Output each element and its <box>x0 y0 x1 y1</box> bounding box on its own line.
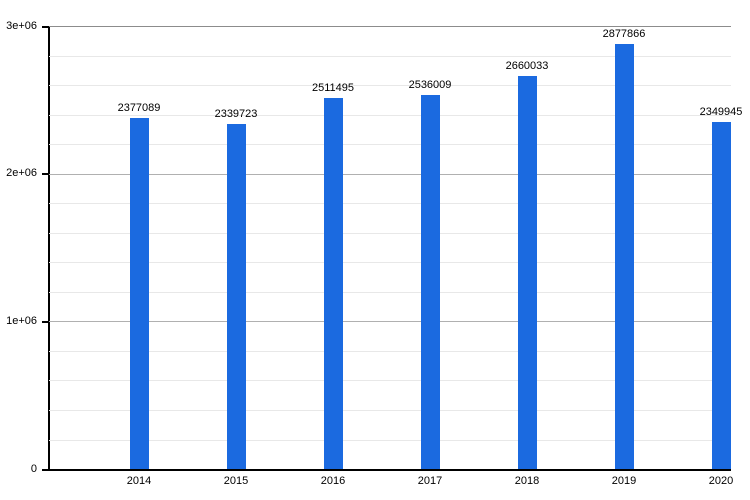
bar-2016 <box>323 98 343 469</box>
x-axis-label-2019: 2019 <box>611 475 637 487</box>
bar-value-label: 2377089 <box>117 102 161 114</box>
x-axis-label-2016: 2016 <box>320 475 346 487</box>
bar-value-label: 2660033 <box>505 60 549 73</box>
x-axis-line <box>48 469 731 471</box>
y-axis-tick <box>42 320 48 323</box>
bar-value-label: 2339723 <box>214 107 258 120</box>
minor-gridline <box>49 232 731 234</box>
x-axis-label-2014: 2014 <box>126 475 152 487</box>
x-axis-label-2015: 2015 <box>223 475 249 487</box>
bar-2014 <box>129 118 149 469</box>
major-gridline <box>49 173 731 175</box>
x-axis-label-2018: 2018 <box>514 475 540 487</box>
minor-gridline <box>49 144 731 146</box>
minor-gridline <box>49 439 731 441</box>
minor-gridline <box>49 114 731 116</box>
minor-gridline <box>49 55 731 57</box>
y-axis-tick-label: 0 <box>30 462 37 475</box>
bar-2017 <box>420 94 440 469</box>
minor-gridline <box>49 262 731 264</box>
y-axis-tick <box>42 173 48 176</box>
minor-gridline <box>49 409 731 411</box>
bar-2019 <box>614 44 634 469</box>
bar-2015 <box>226 123 246 469</box>
bar-value-label: 2877866 <box>602 28 646 40</box>
bar-value-label: 2536009 <box>408 78 452 91</box>
major-gridline <box>49 321 731 323</box>
top-gridline <box>49 26 731 27</box>
bar-2020 <box>711 122 731 469</box>
plot-area: 0 1e+06 2e+06 3e+06 2377089 2014 2339723 2015 25… <box>6 20 742 487</box>
minor-gridline <box>49 380 731 382</box>
minor-gridline <box>49 291 731 293</box>
y-axis-tick-label: 3e+06 <box>6 19 37 32</box>
y-axis-tick-label: 1e+06 <box>6 314 37 327</box>
bar-value-label: 2511495 <box>311 82 354 95</box>
y-axis-line <box>48 26 50 469</box>
y-axis-tick <box>42 468 48 471</box>
x-axis-label-2020: 2020 <box>708 475 734 487</box>
minor-gridline <box>49 203 731 205</box>
x-axis-label-2017: 2017 <box>417 475 443 487</box>
bar-2018 <box>517 76 537 469</box>
minor-gridline <box>49 85 731 87</box>
y-axis-tick-label: 2e+06 <box>6 167 37 180</box>
y-axis-tick <box>42 25 48 28</box>
minor-gridline <box>49 350 731 352</box>
bar-value-label: 2349945 <box>699 106 743 118</box>
